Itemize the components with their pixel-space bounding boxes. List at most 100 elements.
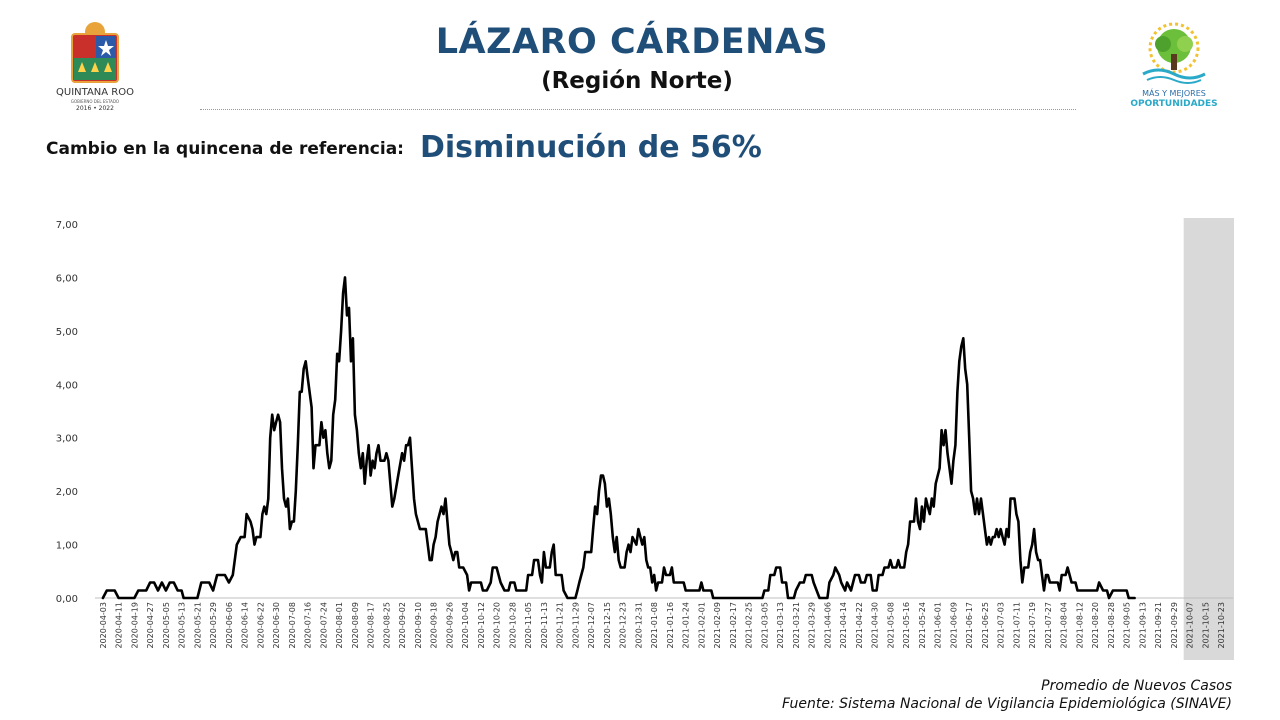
page-subtitle: (Región Norte) (541, 68, 733, 94)
page-title: LÁZARO CÁRDENAS (435, 22, 829, 62)
x-tick-label: 2020-07-24 (319, 602, 328, 649)
x-tick-label: 2020-11-13 (540, 602, 549, 649)
x-tick-label: 2021-10-15 (1201, 602, 1210, 649)
x-tick-label: 2021-03-29 (808, 602, 817, 649)
y-tick-label: 5,00 (56, 327, 78, 338)
x-tick-label: 2021-04-06 (823, 602, 832, 649)
x-tick-label: 2020-05-21 (193, 602, 202, 649)
x-tick-label: 2021-08-12 (1075, 602, 1084, 649)
x-axis-ticks: 2020-04-03 2020-04-11 2020-04-19 2020-04-27… (99, 602, 1226, 649)
y-tick-label: 0,00 (56, 594, 78, 605)
wave-icon (1142, 68, 1206, 80)
y-tick-label: 2,00 (56, 487, 78, 498)
x-tick-label: 2020-09-02 (398, 602, 407, 649)
x-tick-label: 2020-04-03 (99, 602, 108, 649)
change-value: Disminución de 56% (420, 130, 762, 165)
y-tick-label: 3,00 (56, 434, 78, 445)
x-tick-label: 2020-06-22 (256, 602, 265, 649)
x-tick-label: 2021-02-09 (713, 602, 722, 649)
x-tick-label: 2020-08-25 (382, 602, 391, 649)
series-label: Promedio de Nuevos Casos (1041, 678, 1232, 694)
x-tick-label: 2020-09-26 (445, 602, 454, 649)
x-tick-label: 2021-02-01 (697, 602, 706, 649)
y-tick-label: 6,00 (56, 273, 78, 284)
x-tick-label: 2020-07-16 (304, 602, 313, 649)
x-tick-label: 2021-10-23 (1217, 602, 1226, 649)
x-tick-label: 2021-05-16 (902, 602, 911, 649)
header-divider (200, 109, 1076, 110)
x-tick-label: 2021-07-11 (1012, 602, 1021, 649)
x-tick-label: 2021-09-29 (1170, 602, 1179, 649)
x-tick-label: 2021-03-21 (792, 602, 801, 649)
x-tick-label: 2021-01-24 (682, 602, 691, 649)
x-tick-label: 2020-07-08 (288, 602, 297, 649)
x-tick-label: 2020-06-06 (225, 602, 234, 649)
x-tick-label: 2021-05-08 (886, 602, 895, 649)
x-tick-label: 2020-06-30 (272, 602, 281, 649)
x-tick-label: 2020-10-20 (493, 602, 502, 649)
x-tick-label: 2021-03-13 (776, 602, 785, 649)
x-tick-label: 2021-02-25 (745, 602, 754, 649)
x-tick-label: 2021-06-17 (965, 602, 974, 649)
series-line (101, 276, 1136, 600)
x-tick-label: 2021-04-14 (839, 602, 848, 649)
x-tick-label: 2021-09-21 (1154, 602, 1163, 649)
x-tick-label: 2020-11-29 (571, 602, 580, 649)
source-note: Fuente: Sistema Nacional de Vigilancia E… (782, 696, 1232, 712)
x-tick-label: 2021-01-08 (650, 602, 659, 649)
x-tick-label: 2021-05-24 (918, 602, 927, 649)
x-tick-label: 2020-12-23 (619, 602, 628, 649)
x-tick-label: 2020-12-15 (603, 602, 612, 649)
x-tick-label: 2021-04-30 (871, 602, 880, 649)
x-tick-label: 2021-08-04 (1060, 602, 1069, 649)
x-tick-label: 2020-11-21 (556, 602, 565, 649)
oportunidades-logo: MÁS Y MEJORES OPORTUNIDADES (1125, 22, 1235, 117)
y-tick-label: 7,00 (56, 220, 78, 231)
logo-right-line2: OPORTUNIDADES (1130, 99, 1217, 109)
x-tick-label: 2021-06-01 (934, 602, 943, 649)
x-tick-label: 2020-08-17 (367, 602, 376, 649)
x-tick-label: 2021-04-22 (855, 602, 864, 649)
x-tick-label: 2021-02-17 (729, 602, 738, 649)
x-tick-label: 2020-10-04 (461, 602, 470, 649)
sun-rays-icon (1148, 22, 1200, 74)
logo-right-line1: MÁS Y MEJORES (1142, 87, 1206, 98)
x-tick-label: 2020-04-11 (115, 602, 124, 649)
x-tick-label: 2021-08-28 (1107, 602, 1116, 649)
x-tick-label: 2020-08-01 (335, 602, 344, 649)
x-tick-label: 2021-09-13 (1138, 602, 1147, 649)
x-tick-label: 2020-10-28 (508, 602, 517, 649)
x-tick-label: 2020-08-09 (351, 602, 360, 649)
y-tick-label: 4,00 (56, 380, 78, 391)
x-tick-label: 2021-07-19 (1028, 602, 1037, 649)
x-tick-label: 2020-04-19 (130, 602, 139, 649)
x-tick-label: 2020-05-05 (162, 602, 171, 649)
x-tick-label: 2020-04-27 (146, 602, 155, 649)
logo-left-title: QUINTANA ROO (56, 87, 134, 98)
x-tick-label: 2021-06-09 (949, 602, 958, 649)
highlight-band (1183, 218, 1234, 660)
x-tick-label: 2021-09-05 (1123, 602, 1132, 649)
x-tick-label: 2020-09-10 (414, 602, 423, 649)
x-tick-label: 2020-12-07 (587, 602, 596, 649)
logo-left-subtitle: GOBIERNO DEL ESTADO (71, 99, 119, 104)
x-tick-label: 2021-07-27 (1044, 602, 1053, 649)
x-tick-label: 2021-01-16 (666, 602, 675, 649)
x-tick-label: 2020-05-13 (178, 602, 187, 649)
x-tick-label: 2021-10-07 (1186, 602, 1195, 649)
x-tick-label: 2020-10-12 (477, 602, 486, 649)
x-tick-label: 2020-05-29 (209, 602, 218, 649)
x-tick-label: 2021-07-03 (997, 602, 1006, 649)
x-tick-label: 2021-03-05 (760, 602, 769, 649)
quintana-roo-logo: QUINTANA ROO GOBIERNO DEL ESTADO 2016 • … (42, 20, 152, 115)
x-tick-label: 2020-11-05 (524, 602, 533, 649)
change-label: Cambio en la quincena de referencia: (46, 139, 404, 159)
x-tick-label: 2021-08-20 (1091, 602, 1100, 649)
y-tick-label: 1,00 (56, 541, 78, 552)
y-axis-ticks: 0,00 1,00 2,00 3,00 4,00 5,00 6,00 7,00 (56, 220, 78, 605)
x-tick-label: 2020-09-18 (430, 602, 439, 649)
x-tick-label: 2020-06-14 (241, 602, 250, 649)
x-tick-label: 2021-06-25 (981, 602, 990, 649)
logo-left-years: 2016 • 2022 (76, 105, 114, 112)
